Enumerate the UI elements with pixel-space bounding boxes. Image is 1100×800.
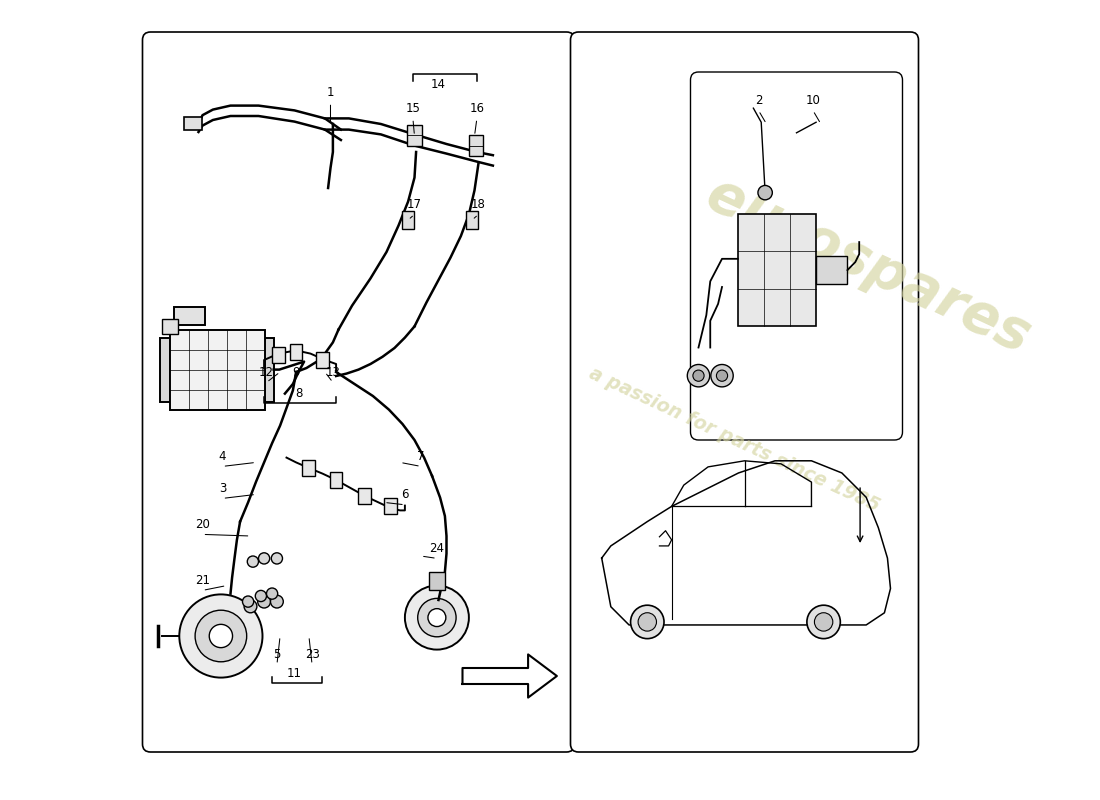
Circle shape [209,624,232,648]
Text: 5: 5 [273,648,280,661]
Bar [272,347,285,363]
Bar [170,330,265,410]
Bar [184,117,201,130]
Bar [429,572,444,590]
Bar [384,498,397,514]
Bar [175,307,205,325]
Circle shape [758,186,772,200]
Text: 8: 8 [295,387,302,400]
Circle shape [272,553,283,564]
Bar [738,214,816,326]
Circle shape [255,590,266,602]
Circle shape [688,365,710,387]
Circle shape [266,588,277,599]
Circle shape [638,613,657,631]
Bar [163,319,178,334]
Text: 4: 4 [219,450,227,462]
Bar [465,211,478,229]
Bar [402,211,415,229]
Text: 1: 1 [327,86,334,98]
Bar [265,338,274,402]
Circle shape [711,365,734,387]
Text: 24: 24 [429,542,444,554]
Circle shape [693,370,704,382]
Circle shape [257,595,271,608]
Circle shape [258,553,270,564]
Text: a passion for parts since 1985: a passion for parts since 1985 [586,364,883,516]
Bar [316,352,329,368]
Text: 17: 17 [407,198,422,210]
Text: eurospares: eurospares [698,166,1040,364]
FancyBboxPatch shape [691,72,902,440]
Text: 13: 13 [326,366,340,378]
Text: 16: 16 [470,102,484,114]
Circle shape [814,613,833,631]
Circle shape [405,586,469,650]
Text: 14: 14 [431,78,446,90]
FancyBboxPatch shape [571,32,918,752]
Bar [330,472,342,488]
Text: 23: 23 [305,648,319,661]
FancyBboxPatch shape [143,32,574,752]
Circle shape [271,595,284,608]
Text: 10: 10 [805,94,821,106]
Circle shape [630,605,664,638]
Bar [289,344,302,360]
Bar [816,256,847,285]
Text: 6: 6 [402,488,408,501]
Circle shape [418,598,456,637]
Text: 3: 3 [219,482,227,494]
Circle shape [195,610,246,662]
Text: 18: 18 [471,198,486,210]
Circle shape [807,605,840,638]
Text: 12: 12 [258,366,274,378]
Bar [407,125,421,146]
Text: 2: 2 [755,94,762,106]
Bar [302,460,316,476]
Text: 20: 20 [195,518,210,530]
Text: 7: 7 [417,450,425,462]
Circle shape [179,594,263,678]
Circle shape [244,600,257,613]
Text: 21: 21 [195,574,210,586]
Bar [359,488,372,504]
Circle shape [716,370,727,382]
Circle shape [248,556,258,567]
Text: 15: 15 [406,102,420,114]
Text: 9: 9 [293,366,300,378]
Bar [469,135,483,156]
Bar [161,338,170,402]
Circle shape [428,609,446,626]
Circle shape [242,596,254,607]
Text: 11: 11 [287,667,303,680]
